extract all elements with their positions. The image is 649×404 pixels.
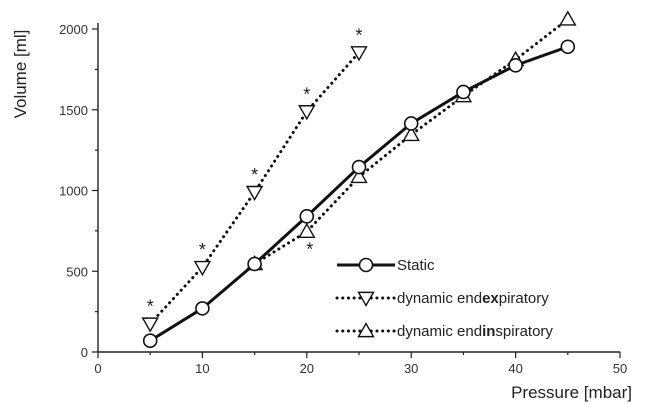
x-tick-label: 50 bbox=[613, 361, 627, 376]
legend-label-part: in bbox=[482, 323, 495, 340]
legend-marker bbox=[357, 322, 375, 338]
legend-label: Static bbox=[397, 257, 435, 274]
legend-label-part: ex bbox=[482, 290, 499, 307]
significance-asterisk: * bbox=[147, 297, 154, 317]
x-tick-label: 10 bbox=[195, 361, 209, 376]
legend-marker bbox=[358, 257, 374, 273]
x-tick-label: 30 bbox=[404, 361, 418, 376]
data-point bbox=[350, 46, 368, 62]
legend-label-part: dynamic end bbox=[397, 323, 482, 340]
data-point bbox=[508, 58, 523, 73]
series-line bbox=[148, 50, 361, 326]
data-point bbox=[247, 256, 262, 272]
significance-asterisk: * bbox=[251, 165, 258, 185]
legend-entry: dynamic endexpiratory bbox=[335, 290, 549, 307]
x-axis-title: Pressure [mbar] bbox=[511, 383, 632, 402]
y-tick-label: 0 bbox=[81, 345, 88, 360]
y-axis-title: Volume [ml] bbox=[11, 30, 30, 119]
series-0 bbox=[142, 39, 576, 348]
data-point bbox=[298, 105, 316, 121]
annotation-layer: * * * * * * bbox=[147, 25, 363, 316]
y-tick-label: 2000 bbox=[59, 22, 88, 37]
data-point bbox=[142, 333, 158, 348]
data-point bbox=[141, 317, 159, 333]
series-2 bbox=[245, 10, 577, 271]
legend-label: dynamic endexpiratory bbox=[397, 290, 549, 307]
significance-asterisk: * bbox=[306, 240, 313, 260]
data-point bbox=[350, 167, 368, 184]
significance-asterisk: * bbox=[355, 25, 362, 45]
y-tick-label: 1500 bbox=[59, 103, 88, 118]
legend-label-part: piratory bbox=[499, 290, 550, 307]
data-point bbox=[402, 125, 420, 142]
data-point bbox=[299, 209, 315, 224]
legend-entry: dynamic endinspiratory bbox=[335, 322, 553, 340]
series-layer bbox=[141, 10, 577, 348]
x-tick-label: 20 bbox=[300, 361, 314, 376]
data-point bbox=[351, 159, 367, 175]
x-tick-label: 0 bbox=[94, 361, 101, 376]
legend-marker bbox=[357, 291, 375, 307]
data-point bbox=[195, 301, 210, 316]
series-line bbox=[253, 17, 570, 266]
series-1 bbox=[141, 46, 368, 333]
legend-label: dynamic endinspiratory bbox=[397, 323, 553, 340]
data-point bbox=[298, 222, 316, 239]
data-point bbox=[403, 116, 419, 131]
legend-entry: Static bbox=[337, 257, 435, 274]
significance-asterisk: * bbox=[199, 240, 206, 260]
x-tick-label: 40 bbox=[508, 361, 522, 376]
legend-label-part: Static bbox=[397, 257, 435, 274]
y-tick-label: 1000 bbox=[59, 184, 88, 199]
data-point bbox=[456, 84, 471, 100]
data-point bbox=[193, 260, 212, 277]
legend-label-part: dynamic end bbox=[397, 290, 482, 307]
legend-label-part: spiratory bbox=[495, 323, 553, 340]
data-point bbox=[560, 39, 576, 55]
data-point bbox=[559, 10, 577, 26]
data-point bbox=[245, 185, 264, 202]
significance-asterisk: * bbox=[303, 84, 310, 104]
y-tick-label: 500 bbox=[66, 264, 88, 279]
